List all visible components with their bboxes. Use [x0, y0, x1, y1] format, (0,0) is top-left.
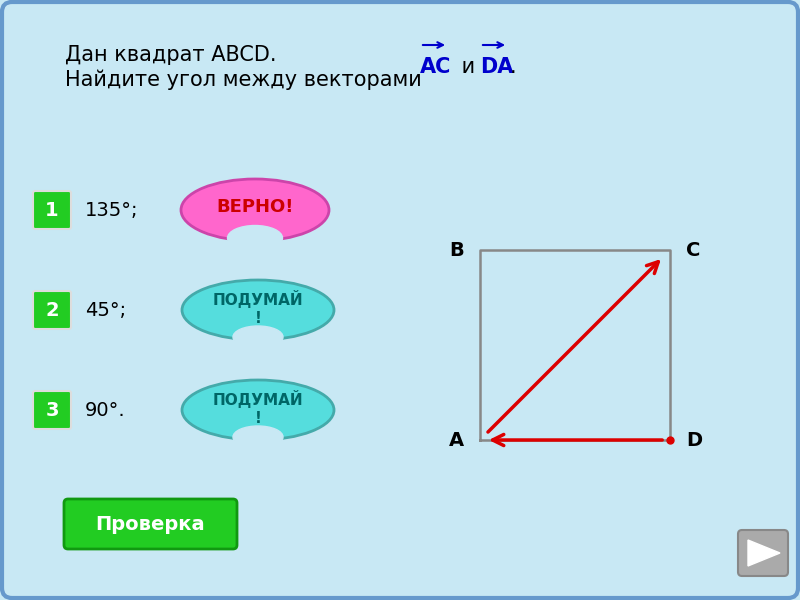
Text: ПОДУМАЙ
!: ПОДУМАЙ ! [213, 290, 303, 326]
Text: 1: 1 [45, 200, 59, 220]
Ellipse shape [233, 426, 283, 448]
FancyBboxPatch shape [64, 499, 237, 549]
Text: B: B [450, 241, 464, 259]
FancyBboxPatch shape [33, 191, 71, 229]
Ellipse shape [182, 380, 334, 440]
Text: Проверка: Проверка [95, 514, 205, 533]
Text: 2: 2 [45, 301, 59, 319]
Ellipse shape [227, 226, 282, 251]
Text: 135°;: 135°; [85, 200, 138, 220]
Text: DA: DA [480, 57, 514, 77]
Ellipse shape [233, 326, 283, 348]
Text: ВЕРНО!: ВЕРНО! [216, 198, 294, 216]
Text: 3: 3 [46, 401, 58, 419]
FancyBboxPatch shape [738, 530, 788, 576]
Text: 45°;: 45°; [85, 301, 126, 319]
FancyBboxPatch shape [33, 391, 71, 429]
Text: AC: AC [420, 57, 451, 77]
Text: 90°.: 90°. [85, 401, 126, 419]
Text: и: и [455, 57, 482, 77]
Ellipse shape [181, 179, 329, 241]
Ellipse shape [182, 280, 334, 340]
Text: A: A [449, 431, 464, 449]
Text: C: C [686, 241, 700, 259]
Text: ПОДУМАЙ
!: ПОДУМАЙ ! [213, 391, 303, 426]
Text: Дан квадрат ABCD.: Дан квадрат ABCD. [65, 45, 277, 65]
Text: .: . [510, 57, 517, 77]
FancyBboxPatch shape [33, 291, 71, 329]
Text: D: D [686, 431, 702, 449]
Text: Найдите угол между векторами: Найдите угол между векторами [65, 70, 422, 91]
Polygon shape [748, 540, 780, 566]
